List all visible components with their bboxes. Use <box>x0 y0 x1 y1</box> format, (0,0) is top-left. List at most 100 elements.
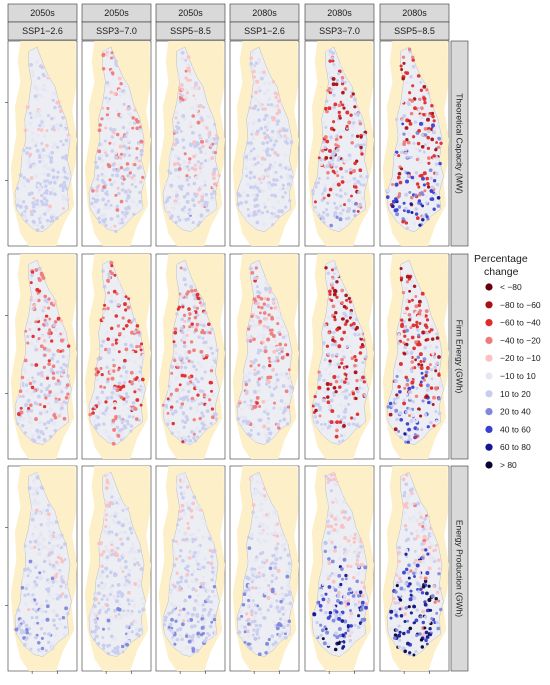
site-dot <box>90 201 94 206</box>
site-dot <box>397 559 401 564</box>
site-dot <box>27 398 31 403</box>
site-dot <box>40 87 45 92</box>
site-dot <box>421 376 425 380</box>
site-dot <box>56 170 60 174</box>
site-dot <box>399 579 403 584</box>
site-dot <box>342 311 347 316</box>
site-dot <box>131 415 135 419</box>
site-dot <box>323 541 328 546</box>
site-dot <box>180 87 185 92</box>
site-dot <box>178 627 182 632</box>
site-dot <box>329 156 333 160</box>
site-dot <box>253 276 258 281</box>
site-dot <box>422 183 426 187</box>
legend-swatch <box>485 319 493 327</box>
site-dot <box>412 179 416 183</box>
site-dot <box>207 128 211 132</box>
site-dot <box>416 342 420 347</box>
site-dot <box>409 75 413 79</box>
site-dot <box>410 195 414 200</box>
site-dot <box>35 60 39 64</box>
site-dot <box>333 266 338 270</box>
site-dot <box>37 435 41 440</box>
site-dot <box>323 183 327 187</box>
site-dot <box>253 106 257 110</box>
site-dot <box>182 344 187 349</box>
site-dot <box>266 183 271 187</box>
site-dot <box>115 501 119 505</box>
site-dot <box>256 161 260 165</box>
site-dot <box>236 631 240 635</box>
site-dot <box>408 377 413 381</box>
site-dot <box>335 148 340 153</box>
site-dot <box>427 620 431 624</box>
site-dot <box>418 160 423 164</box>
site-dot <box>408 91 412 95</box>
site-dot <box>272 214 276 217</box>
site-dot <box>261 148 265 153</box>
site-dot <box>201 328 205 332</box>
site-dot <box>423 189 427 193</box>
site-dot <box>100 564 104 568</box>
site-dot <box>286 165 291 169</box>
site-dot <box>429 420 433 425</box>
site-dot <box>47 331 52 336</box>
site-dot <box>182 267 187 272</box>
site-dot <box>182 340 187 345</box>
site-dot <box>236 404 241 408</box>
site-dot <box>40 200 45 204</box>
site-dot <box>254 197 259 202</box>
site-dot <box>241 174 245 178</box>
site-dot <box>22 567 27 572</box>
site-dot <box>279 556 283 560</box>
site-dot <box>181 293 185 297</box>
site-dot <box>104 202 108 207</box>
site-dot <box>102 585 106 590</box>
site-dot <box>362 338 366 342</box>
site-dot <box>428 545 432 550</box>
site-dot <box>40 334 45 339</box>
site-dot <box>121 556 124 560</box>
site-dot <box>257 491 261 495</box>
site-dot <box>319 633 323 638</box>
site-dot <box>333 363 337 367</box>
site-dot <box>174 376 179 381</box>
site-dot <box>353 370 358 375</box>
site-dot <box>215 348 219 353</box>
site-dot <box>135 147 139 151</box>
site-dot <box>348 615 353 620</box>
site-dot <box>249 359 253 364</box>
site-dot <box>179 650 183 654</box>
site-dot <box>41 164 46 169</box>
site-dot <box>99 553 104 557</box>
site-dot <box>337 393 341 397</box>
site-dot <box>37 298 41 303</box>
row-label: Energy Production (GWh) <box>455 520 465 617</box>
site-dot <box>336 72 341 76</box>
site-dot <box>353 97 357 102</box>
site-dot <box>200 195 205 199</box>
site-dot <box>355 389 360 394</box>
site-dot <box>402 201 406 205</box>
site-dot <box>113 646 117 651</box>
site-dot <box>254 266 258 270</box>
site-dot <box>405 641 410 646</box>
site-dot <box>32 303 37 308</box>
site-dot <box>191 647 196 651</box>
site-dot <box>430 103 434 108</box>
site-dot <box>402 503 406 507</box>
site-dot <box>191 540 195 544</box>
site-dot <box>416 314 421 319</box>
site-dot <box>247 535 251 539</box>
site-dot <box>186 63 190 68</box>
site-dot <box>277 135 280 139</box>
site-dot <box>206 208 210 213</box>
site-dot <box>197 506 202 510</box>
site-dot <box>26 592 30 596</box>
site-dot <box>190 86 194 90</box>
site-dot <box>26 128 30 132</box>
site-dot <box>94 593 98 597</box>
site-dot <box>19 380 23 384</box>
site-dot <box>386 405 391 409</box>
site-dot <box>407 576 411 580</box>
